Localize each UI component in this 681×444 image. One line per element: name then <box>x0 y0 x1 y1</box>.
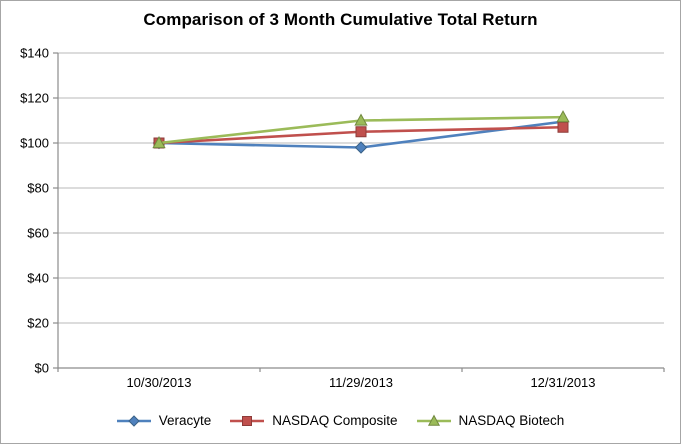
marker-veracyte-1 <box>354 141 368 154</box>
legend-item-nasdaq-composite: NASDAQ Composite <box>230 413 398 428</box>
chart-title: Comparison of 3 Month Cumulative Total R… <box>143 10 538 29</box>
marker-nasdaq-biotech-0 <box>152 135 166 149</box>
legend-label-nasdaq-composite: NASDAQ Composite <box>272 413 398 428</box>
legend-item-nasdaq-biotech: NASDAQ Biotech <box>416 413 565 428</box>
legend-item-veracyte: Veracyte <box>116 413 212 428</box>
marker-nasdaq-composite-2 <box>557 121 569 133</box>
x-axis-label-12-31-2013: 12/31/2013 <box>530 375 595 390</box>
y-axis-label-60: $60 <box>27 226 49 241</box>
x-axis-label-11-29-2013: 11/29/2013 <box>329 375 393 390</box>
y-axis-label-20: $20 <box>27 316 49 331</box>
y-axis-label-80: $80 <box>27 181 49 196</box>
legend-diamond-icon <box>127 414 140 427</box>
y-axis-label-0: $0 <box>35 361 49 376</box>
legend-square-icon <box>242 415 253 426</box>
legend-marker-nasdaq-biotech <box>416 414 451 426</box>
marker-nasdaq-biotech-2 <box>556 110 570 123</box>
legend-marker-nasdaq-composite <box>230 415 265 426</box>
y-axis-label-140: $140 <box>20 46 49 61</box>
legend-triangle-icon <box>427 414 440 426</box>
legend-marker-veracyte <box>116 414 151 427</box>
y-axis-label-100: $100 <box>20 136 49 151</box>
x-axis-label-10-30-2013: 10/30/2013 <box>126 375 191 390</box>
marker-nasdaq-biotech-1 <box>354 113 368 126</box>
marker-nasdaq-composite-1 <box>355 126 367 138</box>
legend-label-nasdaq-biotech: NASDAQ Biotech <box>458 413 565 428</box>
legend: Veracyte NASDAQ Composite NASDAQ Biotech <box>1 413 680 428</box>
legend-label-veracyte: Veracyte <box>158 413 212 428</box>
y-axis-label-40: $40 <box>27 271 49 286</box>
y-axis-label-120: $120 <box>20 91 49 106</box>
